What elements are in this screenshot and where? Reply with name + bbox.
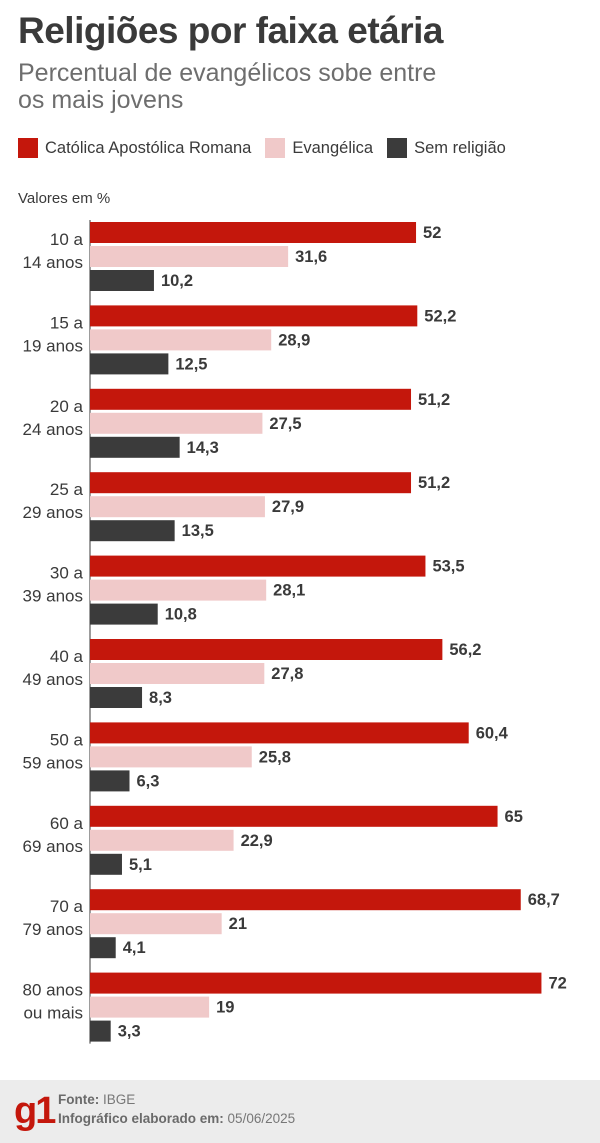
date-label: Infográfico elaborado em: <box>58 1111 224 1126</box>
data-label-sem-religiao: 13,5 <box>182 522 214 540</box>
bar-sem-religiao <box>90 603 158 625</box>
bar-sem-religiao <box>90 353 169 375</box>
data-label-sem-religiao: 10,8 <box>165 606 197 624</box>
category-label: 40 a 49 anos <box>23 647 84 689</box>
chart-subtitle: Percentual de evangélicos sobe entre os … <box>18 59 437 114</box>
data-label-sem-religiao: 10,2 <box>161 272 193 290</box>
legend-label-sem-religiao: Sem religião <box>414 138 506 157</box>
legend-swatch-evangelica <box>265 138 286 158</box>
bar-sem-religiao <box>90 853 122 875</box>
data-label-catolica: 51,2 <box>418 474 450 492</box>
bar-catolica <box>90 222 417 243</box>
bar-evangelica <box>90 246 289 267</box>
bar-evangelica <box>90 829 234 851</box>
data-label-sem-religiao: 14,3 <box>187 439 219 457</box>
bar-catolica <box>90 472 412 494</box>
bar-catolica <box>90 889 521 911</box>
bar-evangelica <box>90 746 252 768</box>
legend-swatch-catolica <box>18 138 38 158</box>
bar-catolica <box>90 555 426 577</box>
legend-label-catolica: Católica Apostólica Romana <box>45 138 252 157</box>
bar-evangelica <box>90 412 263 434</box>
legend-swatch-sem-religiao <box>387 138 408 158</box>
legend-label-evangelica: Evangélica <box>292 138 374 157</box>
data-label-sem-religiao: 8,3 <box>149 689 172 707</box>
bar-evangelica <box>90 329 272 351</box>
bar-sem-religiao <box>90 436 180 458</box>
bar-sem-religiao <box>90 937 116 959</box>
date-value: 05/06/2025 <box>227 1111 296 1126</box>
data-label-evangelica: 27,9 <box>272 498 304 516</box>
data-label-sem-religiao: 6,3 <box>137 772 160 790</box>
bar-chart: 10 a 14 anos 52 31,6 10,2 15 a 19 anos 52,2 28,9… <box>23 220 567 1044</box>
category-label: 15 a 19 anos <box>23 313 84 355</box>
bar-evangelica <box>90 663 265 684</box>
data-label-evangelica: 25,8 <box>259 748 291 766</box>
legend-item-catolica: Católica Apostólica Romana <box>18 138 251 158</box>
data-label-catolica: 56,2 <box>449 641 481 659</box>
data-label-sem-religiao: 3,3 <box>118 1023 141 1041</box>
source-label: Fonte: <box>58 1092 100 1107</box>
footer: g1 Fonte: IBGE Infográfico elaborado em:… <box>0 1080 600 1143</box>
legend: Católica Apostólica Romana Evangélica Se… <box>18 138 520 158</box>
data-label-catolica: 72 <box>548 975 566 993</box>
data-label-evangelica: 27,8 <box>271 665 303 683</box>
data-label-evangelica: 28,1 <box>273 582 305 600</box>
data-label-sem-religiao: 4,1 <box>123 939 146 957</box>
bar-sem-religiao <box>90 520 175 542</box>
category-label: 80 anos ou mais <box>23 981 84 1023</box>
bar-catolica <box>90 972 542 994</box>
data-label-evangelica: 19 <box>216 999 234 1017</box>
bar-sem-religiao <box>90 1020 111 1042</box>
data-label-evangelica: 21 <box>229 915 247 933</box>
bar-sem-religiao <box>90 770 130 792</box>
bar-sem-religiao <box>90 270 154 291</box>
g1-logo: g1 <box>14 1090 56 1132</box>
data-label-evangelica: 27,5 <box>269 415 301 433</box>
data-label-sem-religiao: 12,5 <box>175 355 207 373</box>
bar-catolica <box>90 805 498 827</box>
category-label: 20 a 24 anos <box>23 397 84 439</box>
bar-catolica <box>90 305 418 327</box>
category-label: 70 a 79 anos <box>23 897 84 939</box>
data-label-evangelica: 31,6 <box>295 248 327 266</box>
bar-sem-religiao <box>90 687 143 708</box>
data-label-catolica: 60,4 <box>476 724 509 742</box>
chart-title: Religiões por faixa etária <box>18 10 444 51</box>
data-label-catolica: 53,5 <box>432 558 464 576</box>
category-label: 30 a 39 anos <box>23 564 84 606</box>
category-label: 10 a 14 anos <box>23 230 84 272</box>
bar-evangelica <box>90 496 265 518</box>
legend-item-sem-religiao: Sem religião <box>387 138 506 158</box>
data-label-catolica: 68,7 <box>528 891 560 909</box>
category-label: 25 a 29 anos <box>23 480 84 522</box>
bar-evangelica <box>90 913 222 935</box>
bar-evangelica <box>90 579 267 601</box>
source-value: IBGE <box>103 1092 136 1107</box>
category-label: 60 a 69 anos <box>23 814 84 856</box>
units-label: Valores em % <box>18 190 111 207</box>
legend-item-evangelica: Evangélica <box>265 138 373 158</box>
bar-catolica <box>90 722 469 744</box>
data-label-catolica: 65 <box>505 808 523 826</box>
data-label-sem-religiao: 5,1 <box>129 856 152 874</box>
data-label-evangelica: 28,9 <box>278 331 310 349</box>
data-label-catolica: 51,2 <box>418 391 450 409</box>
bar-catolica <box>90 639 443 660</box>
data-label-catolica: 52,2 <box>424 307 456 325</box>
data-label-catolica: 52 <box>423 224 441 242</box>
bar-evangelica <box>90 996 210 1018</box>
bar-catolica <box>90 388 412 410</box>
category-label: 50 a 59 anos <box>23 730 84 772</box>
data-label-evangelica: 22,9 <box>241 832 273 850</box>
date-line: Infográfico elaborado em: 05/06/2025 <box>58 1111 295 1126</box>
source-line: Fonte: IBGE <box>58 1092 135 1107</box>
